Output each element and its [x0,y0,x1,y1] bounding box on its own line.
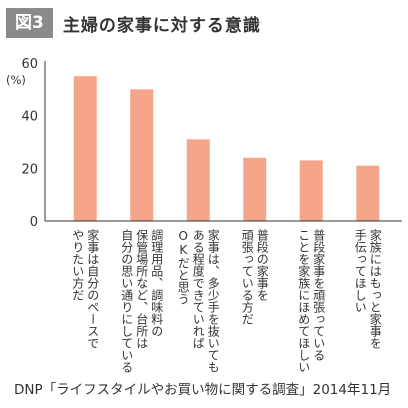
x-category-label-line: 調理用品、調味料の [150,229,164,337]
y-unit-label: (%) [6,73,26,87]
bar [130,89,154,221]
x-category-label-line: 自分の思い通りにしている [120,229,134,373]
y-tick-label: 20 [21,162,38,177]
bar [186,139,210,221]
y-tick-label: 0 [30,215,38,230]
x-category-label-line: ことを家族にほめてほしい [297,229,311,373]
x-category-label-line: 家事は自分のペースで [86,228,100,349]
x-category-label-line: OKだと思う [176,229,190,305]
x-category-label-line: 手伝ってほしい [353,229,367,313]
x-category-label-line: 保管場所など、台所は [135,229,149,349]
bar [73,76,97,222]
bar [356,165,380,221]
chart-title: 主婦の家事に対する意識 [62,15,261,36]
x-category-label-line: 家事は、多少手を抜いても [206,228,220,373]
bar [243,157,267,221]
x-category-label-line: 普段家事を頑張っている [312,229,326,361]
y-tick-label: 40 [21,110,38,125]
x-category-label-line: 頑張っている方だ [240,229,254,325]
x-category-label-line: やりたい方だ [71,229,85,301]
x-category-label-line: 普段の家事を [255,229,269,301]
y-tick-label: 60 [21,57,38,72]
figure-number-badge: 図3 [6,8,53,38]
x-category-label-line: ある程度できていれば [191,229,205,349]
figure-header: 図3 主婦の家事に対する意識 [6,8,261,38]
bar [299,160,323,221]
source-note: DNP「ライフスタイルやお買い物に関する調査」2014年11月 [14,382,392,398]
x-category-label-line: 家族にはもっと家事を [368,228,382,349]
